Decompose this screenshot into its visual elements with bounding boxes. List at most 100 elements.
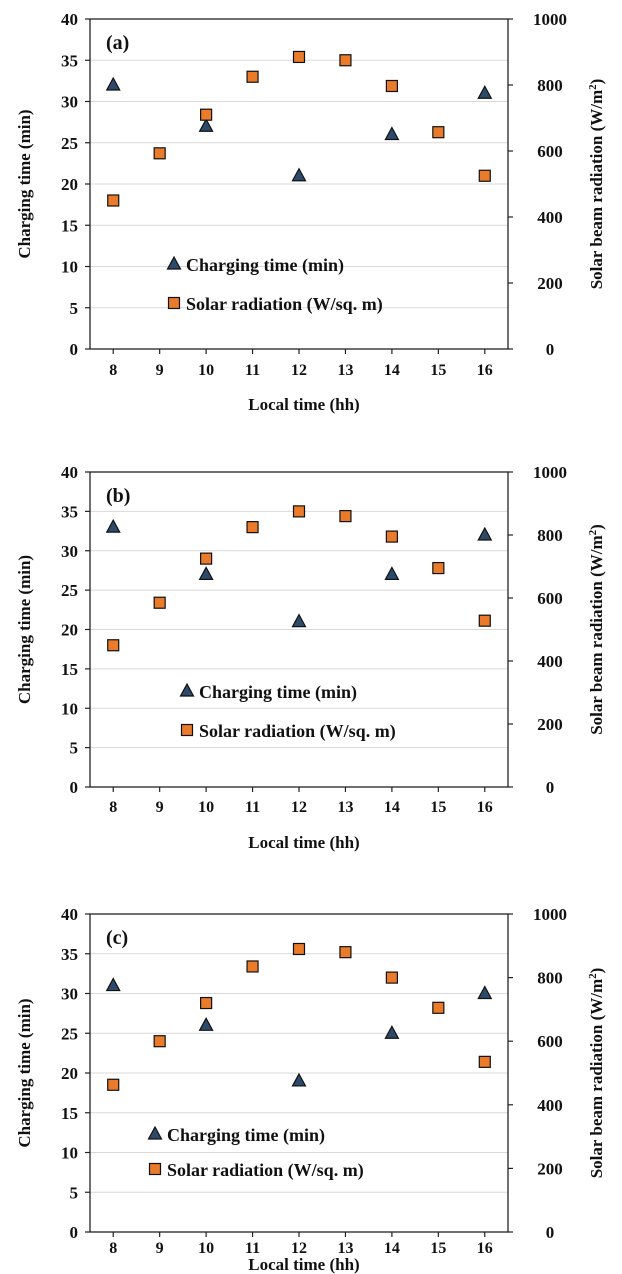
- charging-time-point: [198, 117, 214, 132]
- y-tick-label: 25: [61, 134, 78, 153]
- y-tick-label: 15: [61, 1104, 78, 1123]
- charging-time-point: [291, 613, 307, 628]
- y-axis-title: Charging time (min): [15, 555, 34, 704]
- x-tick-label: 13: [337, 799, 353, 816]
- solar-radiation-point: [385, 79, 398, 93]
- y-tick-label: 40: [61, 905, 78, 924]
- legend-marker-square: [167, 296, 181, 310]
- y2-tick-label: 200: [537, 715, 563, 734]
- solar-radiation-point: [339, 54, 352, 67]
- x-axis-title: Local time (hh): [248, 1255, 359, 1274]
- x-tick-label: 12: [291, 362, 307, 379]
- x-tick-label: 10: [198, 1240, 214, 1257]
- y-tick-label: 20: [61, 621, 78, 640]
- y-tick-label: 30: [61, 985, 78, 1004]
- y2-tick-label: 1000: [533, 905, 567, 924]
- solar-radiation-point: [107, 194, 120, 207]
- x-tick-label: 9: [156, 362, 164, 379]
- y-tick-label: 0: [70, 778, 79, 797]
- legend-label-charging-time: Charging time (min): [199, 682, 357, 703]
- y2-tick-label: 400: [537, 1096, 563, 1115]
- legend-marker-triangle: [147, 1125, 163, 1140]
- y-tick-label: 30: [61, 93, 78, 112]
- solar-radiation-point: [246, 70, 259, 83]
- x-tick-label: 15: [430, 362, 446, 379]
- solar-radiation-point: [200, 996, 213, 1010]
- y-tick-label: 30: [61, 542, 78, 561]
- y-tick-label: 40: [61, 10, 78, 29]
- x-axis-title: Local time (hh): [248, 395, 359, 414]
- y-tick-label: 5: [70, 739, 79, 758]
- solar-radiation-point: [385, 530, 398, 543]
- legend-marker-triangle: [166, 255, 182, 270]
- charging-time-point: [384, 1024, 400, 1039]
- x-tick-label: 14: [384, 1240, 400, 1257]
- charging-time-point: [105, 977, 121, 992]
- solar-radiation-point: [107, 1078, 120, 1091]
- y2-tick-label: 200: [537, 1159, 563, 1178]
- y2-axis-title: Solar beam radiation (W/m2): [587, 79, 606, 290]
- charging-time-point: [384, 126, 400, 141]
- y-axis-title: Charging time (min): [15, 998, 34, 1147]
- solar-radiation-point: [153, 147, 166, 160]
- y-tick-label: 5: [70, 1183, 79, 1202]
- y-tick-label: 25: [61, 1024, 78, 1043]
- y2-tick-label: 800: [537, 76, 563, 95]
- x-tick-label: 11: [245, 799, 260, 816]
- solar-radiation-point: [478, 1055, 491, 1068]
- y-tick-label: 10: [61, 258, 78, 277]
- y-tick-label: 10: [61, 1144, 78, 1163]
- x-tick-label: 13: [337, 1240, 353, 1257]
- x-tick-label: 15: [430, 1240, 446, 1257]
- y-tick-label: 10: [61, 699, 78, 718]
- y2-axis-title-close: ): [587, 79, 606, 85]
- charging-time-point: [291, 1072, 307, 1087]
- solar-radiation-point: [432, 1001, 445, 1014]
- solar-radiation-point: [292, 50, 306, 64]
- y2-axis-title: Solar beam radiation (W/m2): [587, 968, 606, 1179]
- solar-radiation-point: [339, 946, 352, 959]
- charging-time-point: [198, 1017, 214, 1031]
- y-tick-label: 20: [61, 175, 78, 194]
- y2-tick-label: 800: [537, 526, 563, 545]
- x-tick-label: 14: [384, 362, 400, 379]
- charging-time-point: [105, 76, 121, 91]
- y-tick-label: 0: [70, 1223, 79, 1242]
- solar-radiation-point: [339, 510, 352, 523]
- x-tick-label: 11: [245, 362, 260, 379]
- y2-tick-label: 1000: [533, 463, 567, 482]
- x-tick-label: 16: [477, 362, 493, 379]
- y2-axis-title-main: Solar beam radiation (W/m: [587, 535, 606, 734]
- y2-tick-label: 200: [537, 274, 563, 293]
- legend: Charging time (min) Solar radiation (W/sq…: [186, 255, 383, 315]
- solar-radiation-point: [292, 505, 306, 518]
- x-axis-title: Local time (hh): [248, 833, 359, 852]
- y-tick-label: 15: [61, 660, 78, 679]
- legend-label-charging-time: Charging time (min): [167, 1125, 325, 1146]
- solar-radiation-point: [478, 169, 491, 182]
- charging-time-point: [477, 84, 493, 99]
- y2-axis-title-main: Solar beam radiation (W/m: [587, 90, 606, 289]
- panel-label: (b): [106, 485, 130, 507]
- solar-radiation-point: [200, 552, 213, 565]
- solar-radiation-point: [432, 126, 445, 139]
- y2-tick-label: 400: [537, 208, 563, 227]
- y2-tick-label: 0: [546, 1223, 555, 1242]
- x-tick-label: 16: [477, 799, 493, 816]
- charging-time-point: [477, 985, 493, 1000]
- y2-tick-label: 600: [537, 589, 563, 608]
- solar-radiation-point: [385, 971, 398, 984]
- y-tick-label: 40: [61, 463, 78, 482]
- solar-radiation-point: [246, 521, 259, 534]
- y-tick-label: 25: [61, 581, 78, 600]
- y2-tick-label: 0: [546, 340, 555, 359]
- y-tick-label: 35: [61, 51, 78, 70]
- y2-axis-title: Solar beam radiation (W/m2): [587, 524, 606, 735]
- legend-marker-triangle: [179, 682, 195, 697]
- solar-radiation-point: [246, 960, 259, 973]
- legend-label-solar-radiation: Solar radiation (W/sq. m): [167, 1160, 364, 1181]
- x-tick-label: 16: [477, 1240, 493, 1257]
- panel-label: (a): [106, 32, 129, 54]
